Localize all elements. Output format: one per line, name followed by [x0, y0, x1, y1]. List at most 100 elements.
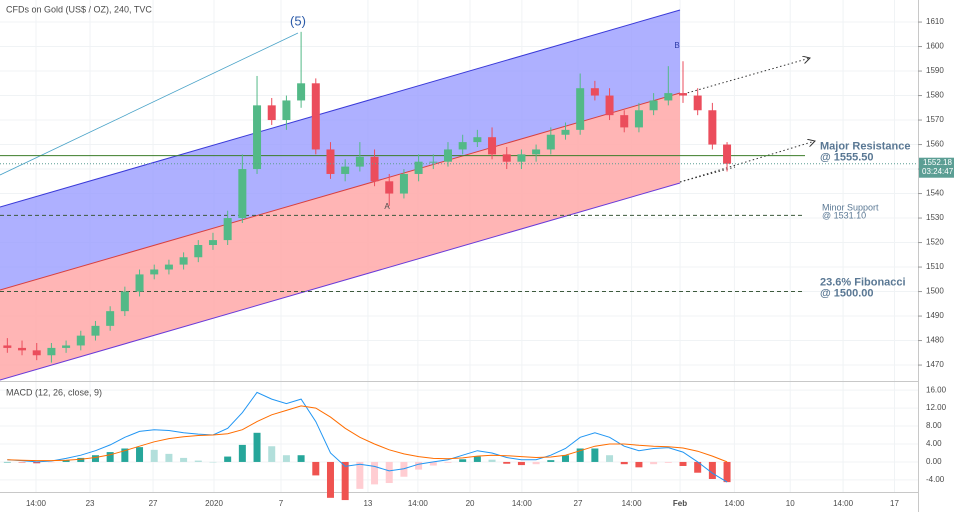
candle-body	[429, 161, 438, 163]
candle-body	[253, 105, 262, 170]
x-tick-label: 17	[890, 499, 899, 508]
candle-body	[18, 347, 27, 351]
x-tick-label: 10	[786, 499, 795, 508]
candle-body	[32, 350, 41, 356]
wave-line	[0, 32, 299, 176]
histogram-bar	[708, 461, 716, 479]
histogram-bar	[326, 461, 334, 498]
candle-body	[385, 181, 394, 194]
candle-body	[355, 156, 364, 167]
candle-body	[120, 291, 129, 312]
histogram-bar	[606, 455, 614, 462]
histogram-bar	[635, 461, 643, 468]
candle-body	[399, 173, 408, 194]
y-tick-label: 1610	[926, 17, 944, 26]
candle-body	[341, 166, 350, 174]
y-tick-label: 8.00	[926, 421, 942, 430]
x-tick-label: Feb	[673, 499, 687, 508]
signal-line	[7, 405, 728, 463]
histogram-bar	[385, 461, 393, 484]
candle-body	[664, 93, 673, 101]
histogram-bar	[180, 457, 188, 462]
wave-label: B	[674, 41, 679, 50]
last-price-label: 1552.18	[923, 158, 952, 167]
candle-body	[47, 347, 56, 356]
candle-body	[620, 115, 629, 128]
y-tick-label: 1580	[926, 91, 944, 100]
histogram-bar	[400, 461, 408, 477]
histogram-bar	[209, 461, 217, 463]
histogram-bar	[341, 461, 349, 501]
histogram-bar	[429, 461, 437, 466]
histogram-bar	[312, 461, 320, 476]
histogram-bar	[238, 444, 246, 462]
histogram-bar	[664, 461, 672, 463]
histogram-bar	[150, 449, 158, 462]
candle-body	[590, 88, 599, 96]
candle-body	[649, 100, 658, 111]
histogram-bar	[77, 457, 85, 462]
level-label: @ 1500.00	[820, 287, 874, 299]
x-tick-label: 2020	[205, 499, 223, 508]
wave-label: A	[384, 202, 390, 211]
candle-body	[561, 129, 570, 135]
x-tick-label: 14:00	[724, 499, 745, 508]
channel-lower	[0, 93, 680, 380]
projection-arrow	[679, 166, 736, 183]
x-tick-label: 27	[574, 499, 583, 508]
histogram-bar	[517, 461, 525, 466]
level-label: 23.6% Fibonacci	[820, 276, 906, 288]
y-tick-label: 1600	[926, 42, 944, 51]
countdown-label: 03:24:47	[922, 167, 954, 176]
y-tick-label: 1470	[926, 360, 944, 369]
x-tick-label: 14:00	[622, 499, 643, 508]
histogram-bar	[444, 461, 452, 463]
candle-body	[150, 269, 159, 275]
histogram-bar	[282, 455, 290, 462]
candle-body	[91, 325, 100, 336]
x-tick-label: 14:00	[408, 499, 429, 508]
histogram-bar	[224, 456, 232, 462]
histogram-bar	[297, 455, 305, 462]
y-tick-label: 1500	[926, 287, 944, 296]
histogram-bar	[503, 461, 511, 464]
candle-body	[532, 149, 541, 155]
candle-body	[502, 154, 511, 162]
histogram-bar	[121, 448, 129, 462]
candle-body	[311, 83, 320, 150]
channel-line	[0, 182, 681, 381]
histogram-bar	[62, 460, 70, 462]
macd-title: MACD (12, 26, close, 9)	[6, 387, 102, 397]
candle-body	[370, 156, 379, 182]
y-tick-label: 1510	[926, 262, 944, 271]
histogram-bar	[136, 447, 144, 462]
candle-body	[708, 110, 717, 145]
histogram-bar	[194, 460, 202, 462]
candle-body	[678, 93, 687, 96]
histogram-bar	[33, 461, 41, 464]
y-tick-label: 1560	[926, 140, 944, 149]
candle-body	[194, 245, 203, 258]
y-tick-label: 4.00	[926, 439, 942, 448]
histogram-bar	[723, 461, 731, 483]
histogram-bar	[18, 461, 26, 463]
channel-upper	[0, 10, 680, 290]
y-tick-label: 1490	[926, 311, 944, 320]
y-tick-label: 1530	[926, 213, 944, 222]
candle-body	[326, 149, 335, 174]
candle-body	[164, 264, 173, 270]
y-tick-label: 1570	[926, 115, 944, 124]
y-tick-label: 1480	[926, 336, 944, 345]
candle-body	[488, 137, 497, 155]
candle-body	[106, 311, 115, 326]
histogram-bar	[106, 452, 114, 462]
candle-body	[267, 105, 276, 121]
last-price-tag	[919, 157, 954, 178]
histogram-bar	[561, 455, 569, 462]
y-tick-label: 1590	[926, 66, 944, 75]
candle-body	[76, 335, 85, 346]
level-label: Major Resistance	[820, 140, 910, 152]
candle-body	[517, 154, 526, 162]
candle-body	[3, 345, 12, 348]
histogram-bar	[371, 461, 379, 485]
